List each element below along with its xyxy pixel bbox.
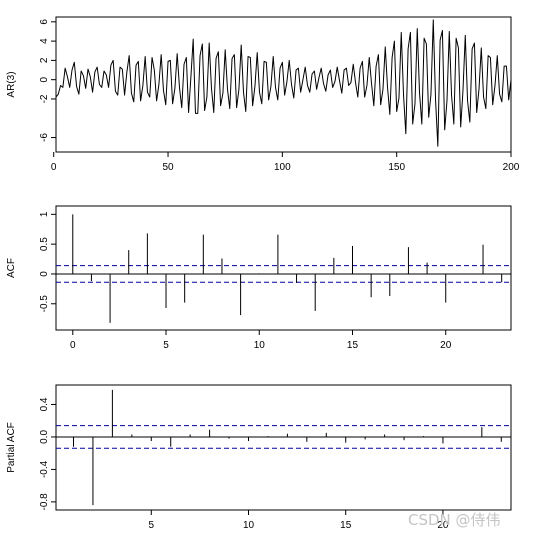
x-tick-label: 200 (503, 162, 520, 173)
plot-frame (55, 384, 512, 511)
x-tick-label: 10 (254, 340, 266, 351)
x-tick-label: 150 (388, 162, 405, 173)
y-tick-label: 0.0 (39, 430, 50, 444)
x-tick-label: 0 (70, 340, 76, 351)
y-axis-title: ACF (6, 258, 17, 278)
plot-frame (55, 205, 512, 331)
acf-panel: 0 5 10 15 20 -0.5 0 0.5 1 ACF (6, 205, 512, 351)
x-tick-label: 20 (437, 520, 449, 531)
plot-frame (55, 16, 512, 153)
x-tick-label: 100 (274, 162, 291, 173)
y-tick-label: 2 (39, 57, 50, 63)
y-axis-title: AR(3) (6, 71, 17, 97)
x-tick-label: 0 (51, 162, 57, 173)
y-tick-label: 6 (39, 19, 50, 25)
y-tick-label: 0.4 (39, 397, 50, 411)
ar3-series-panel: 0 50 100 150 200 -6 -2 0 2 4 6 AR(3) (6, 16, 520, 173)
y-tick-label: 0.5 (39, 237, 50, 251)
x-tick-label: 20 (440, 340, 452, 351)
y-tick-label: -0.5 (39, 295, 50, 313)
pacf-panel: 5 10 15 20 -0.8 -0.4 0.0 0.4 Partial ACF (6, 384, 512, 531)
y-tick-label: -2 (39, 94, 50, 103)
y-tick-label: 1 (39, 211, 50, 217)
y-tick-label: 0 (39, 271, 50, 277)
x-tick-label: 5 (163, 340, 169, 351)
y-tick-label: 4 (39, 38, 50, 44)
x-tick-label: 5 (148, 520, 154, 531)
x-tick-label: 15 (347, 340, 359, 351)
series-line (55, 19, 512, 147)
y-axis-title: Partial ACF (6, 422, 17, 473)
y-tick-label: -0.8 (39, 493, 50, 511)
x-tick-label: 15 (340, 520, 352, 531)
watermark: CSDN @侍伟 (408, 511, 501, 529)
x-tick-label: 50 (162, 162, 174, 173)
y-tick-label: 0 (39, 76, 50, 82)
y-tick-label: -0.4 (39, 460, 50, 478)
y-tick-label: -6 (39, 133, 50, 142)
x-tick-label: 10 (243, 520, 255, 531)
